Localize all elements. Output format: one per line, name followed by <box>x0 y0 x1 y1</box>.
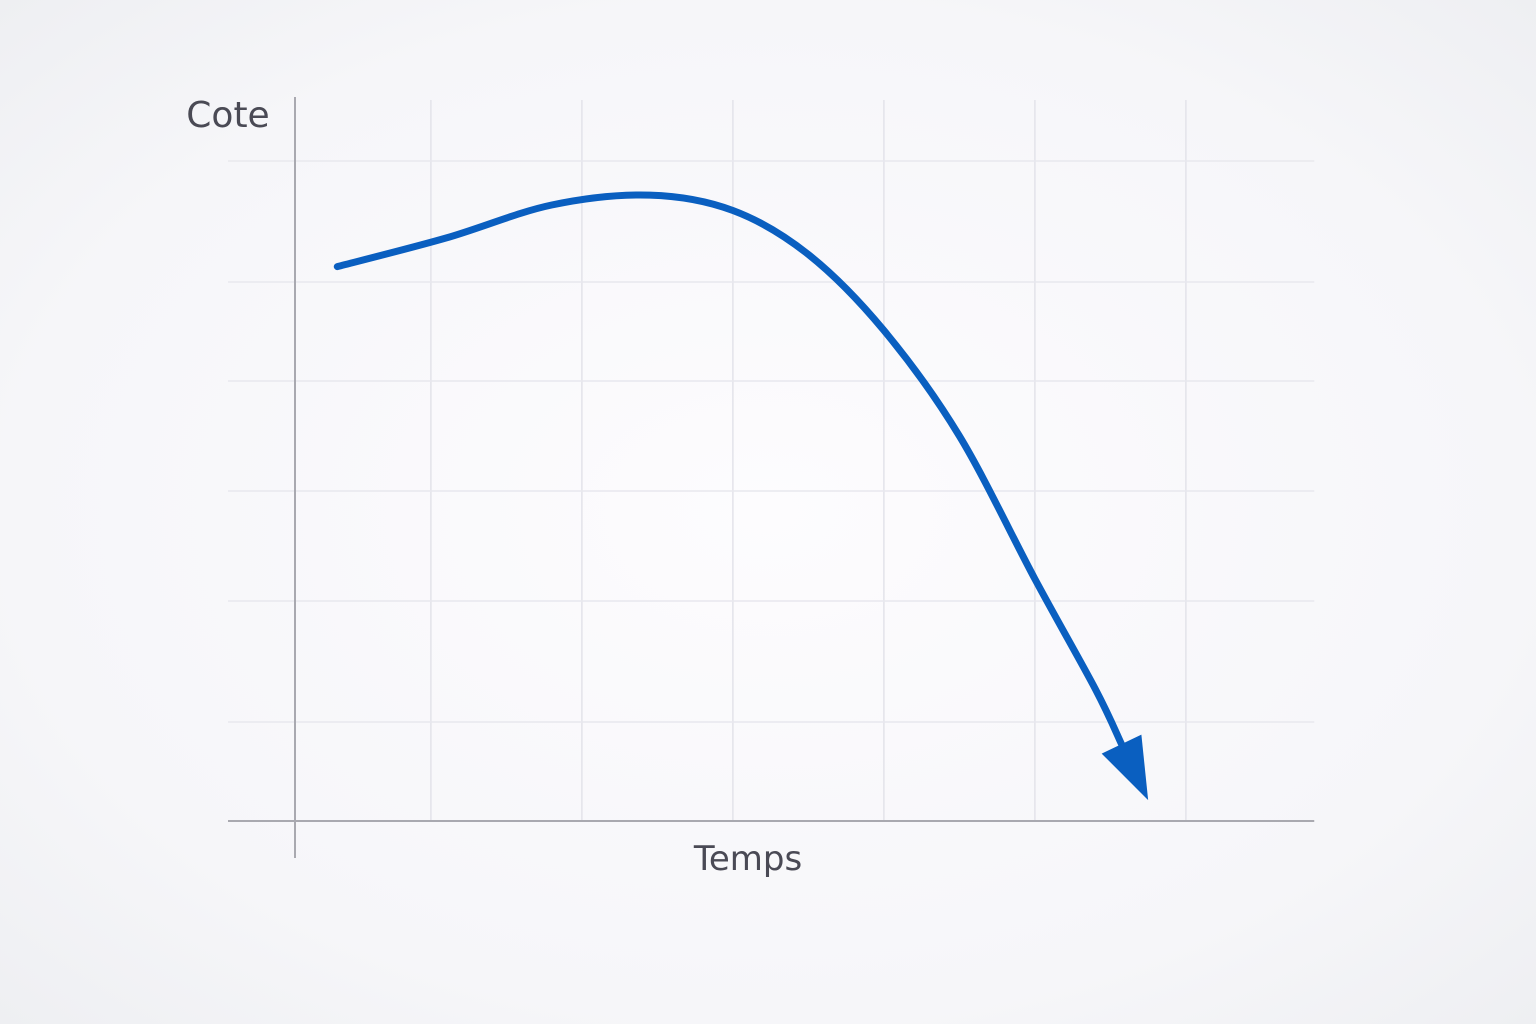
y-axis-label: Cote <box>186 95 269 136</box>
arrow-head <box>1101 734 1149 801</box>
grid <box>228 100 1315 821</box>
series-line <box>333 191 1126 748</box>
x-axis-label: Temps <box>693 839 802 879</box>
